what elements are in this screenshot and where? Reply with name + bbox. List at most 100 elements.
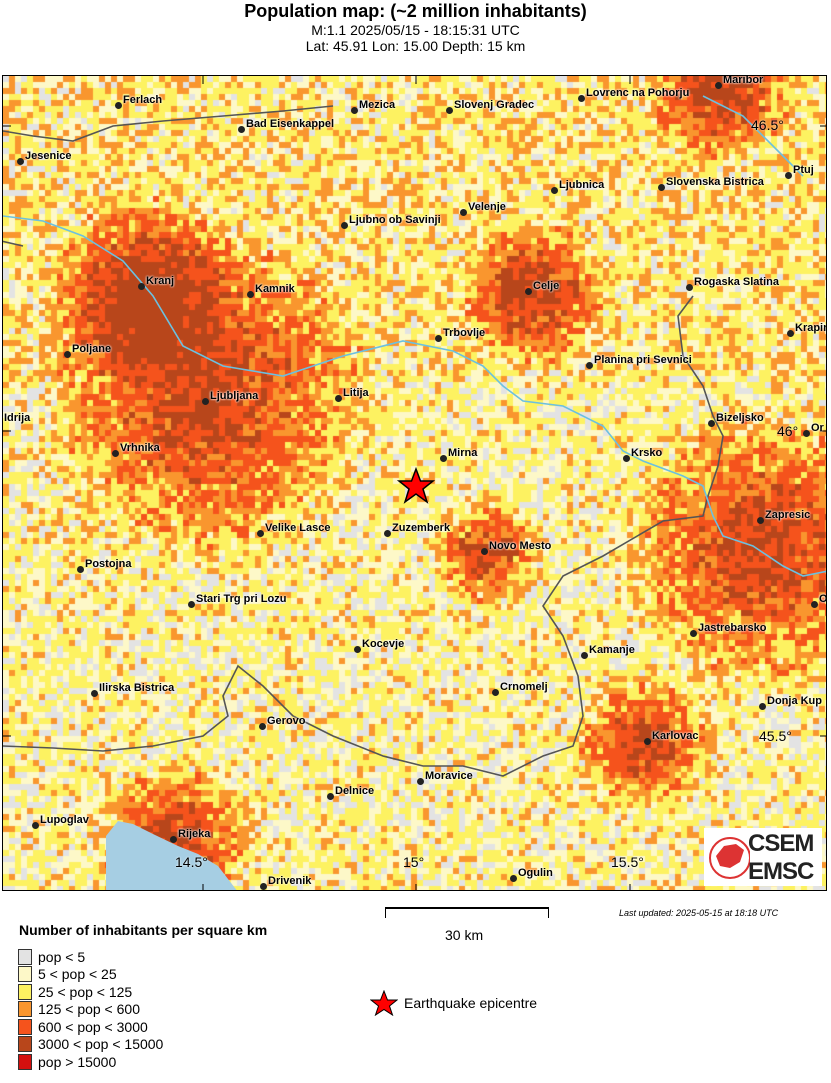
sea	[106, 821, 237, 890]
city-marker	[32, 822, 39, 829]
city-marker	[623, 455, 630, 462]
scale-bar	[385, 907, 549, 918]
lat-label-46-5: 46.5°	[751, 117, 784, 133]
city-label: Ptuj	[793, 164, 814, 176]
star-icon	[370, 990, 398, 1016]
legend-swatch	[18, 948, 32, 965]
city-label: Bad Eisenkappel	[246, 118, 335, 130]
city-marker	[112, 450, 119, 457]
city-label: Jastrebarsko	[698, 622, 767, 634]
city-label: Crnomelj	[500, 681, 548, 693]
city-marker	[417, 778, 424, 785]
city-label: Mirna	[448, 447, 478, 459]
city-label: Krsko	[631, 447, 663, 459]
map-title: Population map: (~2 million inhabitants)	[244, 1, 587, 21]
city-marker	[354, 646, 361, 653]
graticule-ticks	[3, 76, 826, 890]
city-label: Vrhnika	[120, 442, 160, 454]
city-label: Bizeljsko	[716, 412, 764, 424]
city-label: Trbovlje	[443, 327, 486, 339]
lon-label-15-5: 15.5°	[611, 854, 644, 870]
lat-label-45-5: 45.5°	[759, 728, 792, 744]
city-marker	[257, 530, 264, 537]
city-marker	[803, 430, 810, 437]
city-label: Gerovo	[267, 715, 306, 727]
city-marker	[525, 288, 532, 295]
city-label: Velenje	[468, 201, 506, 213]
city-label: Slovenska Bistrica	[666, 176, 764, 188]
city-marker	[708, 420, 715, 427]
scale-label: 30 km	[445, 927, 484, 943]
map-overlay	[3, 76, 826, 890]
legend-label: 125 < pop < 600	[38, 1001, 140, 1017]
city-label: Ljubno ob Savinji	[349, 214, 441, 226]
city-label: Postojna	[85, 558, 132, 570]
city-label: Delnice	[335, 785, 375, 797]
city-label: Lupoglav	[40, 814, 89, 826]
city-label: Idrija	[4, 412, 31, 424]
city-marker	[202, 398, 209, 405]
city-marker	[785, 172, 792, 179]
city-marker	[787, 330, 794, 337]
epicentre-legend-label: Earthquake epicentre	[404, 995, 538, 1011]
city-marker	[335, 395, 342, 402]
city-label: Zuzemberk	[392, 522, 451, 534]
legend-label: 25 < pop < 125	[38, 983, 133, 1000]
legend-swatch	[18, 1001, 32, 1017]
logo-emsc: EMSC	[748, 858, 814, 885]
city-marker	[17, 158, 24, 165]
city-marker	[259, 723, 266, 730]
city-label: Moravice	[425, 770, 473, 782]
city-label: Novo Mesto	[489, 540, 552, 552]
population-map[interactable]: Ferlach Mezica Slovenj Gradec Lovrenc na Po…	[2, 75, 827, 891]
legend-label: 3000 < pop < 15000	[38, 1036, 164, 1052]
border-line	[3, 105, 724, 777]
city-marker	[686, 284, 693, 291]
city-label: Kocevje	[362, 638, 405, 650]
lon-label-15: 15°	[403, 854, 425, 870]
city-marker	[757, 517, 764, 524]
city-marker	[341, 222, 348, 229]
city-marker	[658, 184, 665, 191]
city-label: Celje	[533, 280, 560, 292]
legend-item: 600 < pop < 3000	[18, 1018, 148, 1035]
city-marker	[384, 530, 391, 537]
city-marker	[64, 351, 71, 358]
city-marker	[578, 95, 585, 102]
city-marker	[481, 548, 488, 555]
legend-item: 3000 < pop < 15000	[18, 1036, 163, 1053]
legend-swatch	[18, 1053, 32, 1070]
city-marker	[77, 566, 84, 573]
globe-icon	[709, 837, 750, 879]
legend-item: pop > 15000	[18, 1053, 116, 1070]
city-marker	[260, 883, 267, 890]
city-marker	[351, 107, 358, 114]
legend-swatch	[18, 983, 32, 1000]
city-label: O	[819, 593, 827, 605]
city-label: Maribor	[723, 75, 764, 86]
logo-csem: CSEM	[748, 830, 814, 857]
legend-label: pop < 5	[38, 948, 86, 965]
city-marker	[586, 362, 593, 369]
city-label: Ljubnica	[559, 179, 605, 191]
legend-title: Number of inhabitants per square km	[19, 922, 268, 938]
city-marker	[551, 187, 558, 194]
city-label: Or	[811, 422, 824, 434]
city-marker	[811, 601, 818, 608]
city-marker	[759, 703, 766, 710]
legend-item: 25 < pop < 125	[18, 983, 132, 1000]
city-marker	[644, 738, 651, 745]
city-marker	[492, 689, 499, 696]
city-label: Planina pri Sevnici	[594, 354, 692, 366]
city-label: Rijeka	[178, 828, 211, 840]
city-label: Ogulin	[518, 867, 553, 879]
city-marker	[188, 601, 195, 608]
legend-item: 125 < pop < 600	[18, 1001, 140, 1018]
event-info: M:1.1 2025/05/15 - 18:15:31 UTC	[311, 22, 520, 38]
city-marker	[440, 455, 447, 462]
city-label: Drivenik	[268, 875, 312, 887]
river	[3, 215, 826, 577]
city-label: Stari Trg pri Lozu	[196, 593, 287, 605]
city-label: Zapresic	[765, 509, 811, 521]
city-label: Ljubljana	[210, 390, 259, 402]
